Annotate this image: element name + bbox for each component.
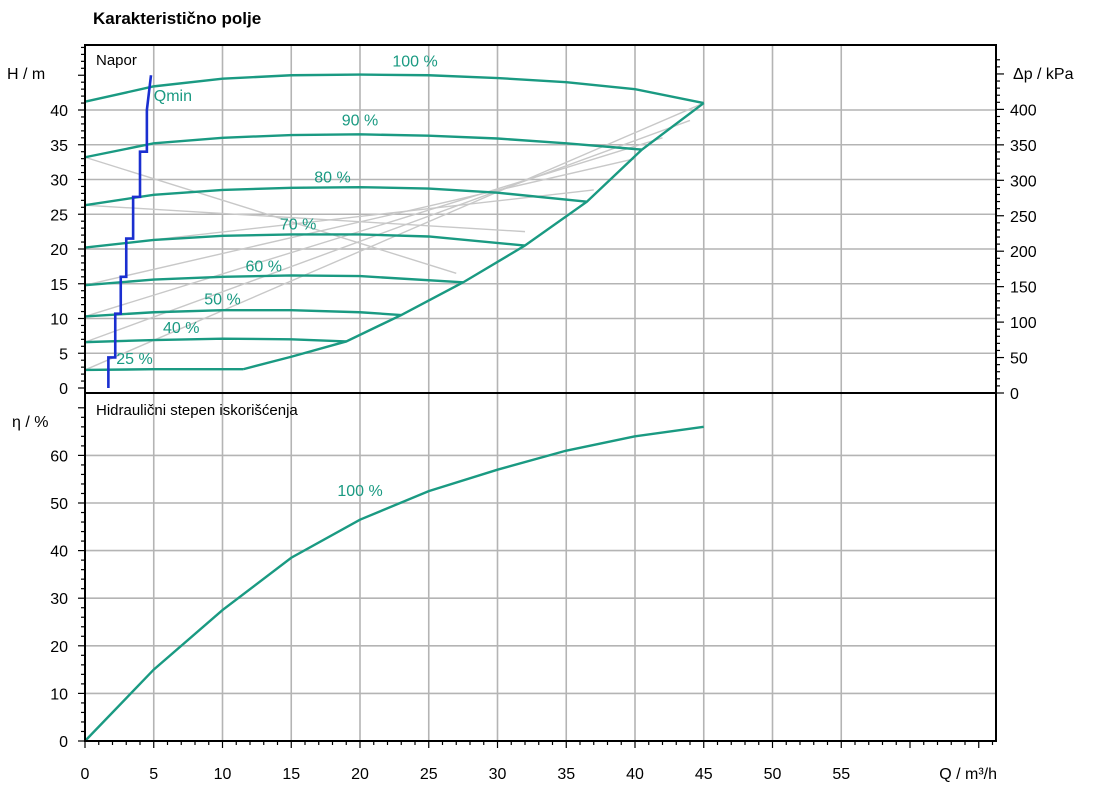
qmin-line — [107, 75, 153, 388]
x-axis-label: Q / m³/h — [939, 766, 997, 783]
chart-title: Karakteristično polje — [93, 9, 262, 28]
tick-label-kpa: 150 — [1010, 280, 1037, 297]
tick-label-h: 10 — [50, 312, 68, 329]
tick-label-kpa: 50 — [1010, 351, 1028, 368]
tick-label-kpa: 350 — [1010, 138, 1037, 155]
tick-label-kpa: 100 — [1010, 315, 1037, 332]
head-curve-label-90: 90 % — [342, 112, 378, 129]
tick-label-q: 30 — [489, 766, 507, 783]
efficiency-isoline-7 — [84, 156, 457, 274]
efficiency-curve-label: 100 % — [337, 483, 382, 500]
y-axis-label-top: H / m — [7, 66, 45, 83]
tick-label-q: 15 — [282, 766, 300, 783]
tick-label-eta: 20 — [50, 639, 68, 656]
tick-label-q: 40 — [626, 766, 644, 783]
y2-axis-label: Δp / kPa — [1013, 66, 1074, 83]
tick-label-h: 5 — [59, 346, 68, 363]
bottom-panel-frame — [84, 392, 997, 742]
tick-label-kpa: 250 — [1010, 209, 1037, 226]
head-curve-60 — [84, 274, 464, 287]
efficiency-isoline-6 — [84, 204, 526, 233]
head-curve-70 — [84, 233, 526, 249]
tick-label-q: 5 — [149, 766, 158, 783]
tick-label-q: 20 — [351, 766, 369, 783]
tick-label-h: 0 — [59, 381, 68, 398]
head-curve-40 — [84, 337, 347, 344]
max-envelope-curve — [242, 102, 705, 371]
tick-label-h: 15 — [50, 277, 68, 294]
tick-label-kpa: 200 — [1010, 244, 1037, 261]
text-labels: 100 %90 %80 %70 %60 %50 %40 %25 %Qmin100… — [7, 52, 1074, 783]
tick-label-q: 10 — [214, 766, 232, 783]
tick-label-q: 0 — [81, 766, 90, 783]
tick-label-h: 40 — [50, 103, 68, 120]
efficiency-curve-100 — [84, 425, 704, 742]
head-curve-100 — [84, 73, 704, 105]
qmin-label-Qmin: Qmin — [154, 88, 192, 105]
head-curve-label-60: 60 % — [246, 258, 282, 275]
tick-label-eta: 10 — [50, 686, 68, 703]
head-curve-90 — [84, 133, 642, 159]
tick-label-q: 45 — [695, 766, 713, 783]
head-curve-label-25: 25 % — [116, 351, 152, 368]
tick-label-eta: 30 — [50, 591, 68, 608]
tick-label-q: 35 — [557, 766, 575, 783]
tick-label-kpa: 0 — [1010, 386, 1019, 403]
head-curve-label-70: 70 % — [280, 217, 316, 234]
head-curve-80 — [84, 185, 587, 207]
tick-label-kpa: 300 — [1010, 173, 1037, 190]
axis-ticks — [78, 46, 1004, 748]
head-curve-label-100: 100 % — [392, 53, 437, 70]
head-curve-label-50: 50 % — [204, 292, 240, 309]
tick-label-eta: 60 — [50, 448, 68, 465]
top-panel-frame — [84, 44, 997, 394]
tick-label-h: 25 — [50, 207, 68, 224]
tick-label-q: 50 — [764, 766, 782, 783]
tick-label-h: 35 — [50, 138, 68, 155]
tick-label-h: 30 — [50, 173, 68, 190]
efficiency-isoline-2 — [84, 119, 691, 343]
plot-frame — [84, 44, 997, 742]
tick-label-eta: 50 — [50, 496, 68, 513]
tick-label-h: 20 — [50, 242, 68, 259]
head-curve-label-40: 40 % — [163, 320, 199, 337]
head-curve-label-80: 80 % — [314, 169, 350, 186]
tick-label-eta: 40 — [50, 544, 68, 561]
tick-label-kpa: 400 — [1010, 102, 1037, 119]
y-axis-label-bottom: η / % — [12, 414, 48, 431]
tick-label-q: 55 — [832, 766, 850, 783]
tick-label-q: 25 — [420, 766, 438, 783]
efficiency-isoline-3 — [84, 137, 663, 318]
head-curve-50 — [84, 308, 402, 318]
panel-label-efficiency: Hidraulični stepen iskorišćenja — [96, 402, 298, 419]
series-lines — [84, 73, 705, 742]
tick-label-eta: 0 — [59, 734, 68, 751]
panel-label-head: Napor — [96, 52, 137, 69]
